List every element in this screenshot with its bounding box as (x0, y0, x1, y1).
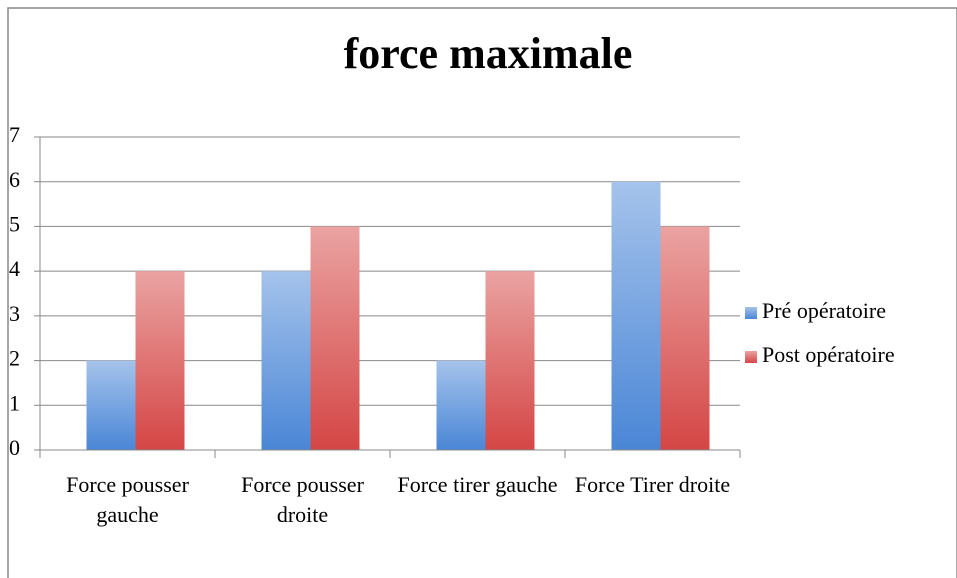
y-tick-label: 1 (9, 390, 20, 415)
y-tick-label: 4 (9, 256, 20, 281)
legend-label: Post opératoire (762, 342, 895, 367)
y-tick-label: 3 (9, 301, 20, 326)
y-tick-label: 0 (9, 435, 20, 460)
bar (485, 271, 535, 450)
y-tick-label: 2 (9, 346, 20, 371)
bar (135, 271, 185, 450)
x-tick-label: Force Tirer droite (574, 472, 731, 497)
y-tick-label: 6 (9, 167, 20, 192)
x-tick-label: Force tirer gauche (397, 472, 558, 497)
bar (660, 226, 710, 450)
bar (261, 271, 311, 450)
bar (611, 181, 661, 450)
bar (310, 226, 360, 450)
y-tick-label: 5 (9, 211, 20, 236)
legend-swatch (745, 307, 757, 319)
chart-title: force maximale (344, 29, 633, 78)
bar (86, 360, 136, 450)
bar (436, 360, 486, 450)
x-tick-label: Force pousser gauche (66, 472, 189, 527)
frame (7, 7, 957, 578)
legend-swatch (745, 351, 757, 363)
y-tick-label: 7 (9, 122, 20, 147)
legend-label: Pré opératoire (762, 298, 886, 323)
x-tick-label: Force pousser droite (241, 472, 364, 527)
